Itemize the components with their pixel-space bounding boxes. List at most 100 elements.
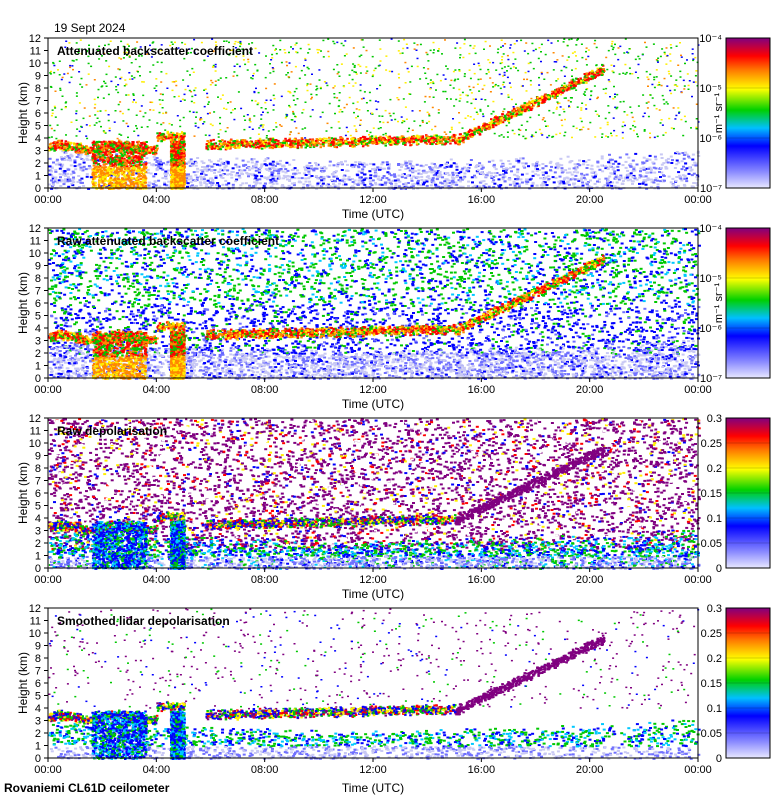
x-tick-label: 04:00 bbox=[143, 384, 171, 396]
footer-label: Rovaniemi CL61D ceilometer bbox=[4, 781, 170, 795]
colorbar-tick-label: 10⁻⁴ bbox=[699, 33, 722, 45]
x-tick-label: 00:00 bbox=[684, 384, 712, 396]
colorbar-tick-label: 0.25 bbox=[701, 438, 722, 450]
panel-title: Raw depolarisation bbox=[57, 424, 167, 438]
y-tick-label: 5 bbox=[35, 311, 41, 323]
panel-title: Attenuated backscatter coefficient bbox=[57, 44, 253, 58]
colorbar-label: m⁻¹ sr⁻¹ bbox=[713, 283, 725, 324]
y-tick-label: 10 bbox=[29, 58, 41, 70]
colorbar-tick-label: 0.2 bbox=[707, 653, 722, 665]
x-tick-label: 08:00 bbox=[251, 194, 279, 206]
y-tick-label: 12 bbox=[29, 223, 41, 235]
y-tick-label: 7 bbox=[35, 476, 41, 488]
y-tick-label: 3 bbox=[35, 526, 41, 538]
colorbar-tick-label: 10⁻⁶ bbox=[699, 133, 722, 145]
colorbar-tick-label: 0.05 bbox=[701, 538, 722, 550]
y-tick-label: 11 bbox=[30, 236, 41, 248]
x-tick-label: 00:00 bbox=[34, 384, 62, 396]
x-tick-label: 08:00 bbox=[251, 384, 279, 396]
colorbar-tick-label: 0.3 bbox=[707, 413, 722, 425]
y-tick-label: 6 bbox=[35, 488, 41, 500]
x-axis-label: Time (UTC) bbox=[342, 781, 404, 795]
y-tick-label: 8 bbox=[35, 463, 41, 475]
y-tick-label: 4 bbox=[35, 703, 41, 715]
y-axis-label: Height (km) bbox=[16, 82, 30, 144]
y-tick-label: 11 bbox=[30, 46, 41, 58]
y-tick-label: 6 bbox=[35, 108, 41, 120]
y-tick-label: 1 bbox=[35, 551, 41, 563]
x-tick-label: 00:00 bbox=[684, 194, 712, 206]
y-tick-label: 7 bbox=[35, 286, 41, 298]
y-tick-label: 5 bbox=[35, 691, 41, 703]
x-tick-label: 04:00 bbox=[143, 574, 171, 586]
y-tick-label: 12 bbox=[29, 603, 41, 615]
y-tick-label: 4 bbox=[35, 513, 41, 525]
y-axis-label: Height (km) bbox=[16, 462, 30, 524]
y-tick-label: 2 bbox=[35, 348, 41, 360]
y-tick-label: 3 bbox=[35, 336, 41, 348]
date-label: 19 Sept 2024 bbox=[54, 21, 126, 35]
y-tick-label: 6 bbox=[35, 678, 41, 690]
y-tick-label: 4 bbox=[35, 323, 41, 335]
y-tick-label: 1 bbox=[35, 361, 41, 373]
colorbar-tick-label: 0.1 bbox=[707, 703, 722, 715]
x-tick-label: 16:00 bbox=[468, 194, 496, 206]
x-ticks: 00:00 04:00 08:00 12:00 16:00 20:00 00:00 bbox=[34, 378, 712, 396]
y-tick-label: 11 bbox=[30, 616, 41, 628]
y-tick-label: 5 bbox=[35, 121, 41, 133]
colorbar-tick-label: 10⁻⁷ bbox=[700, 373, 722, 385]
y-tick-label: 2 bbox=[35, 538, 41, 550]
y-tick-label: 11 bbox=[30, 426, 41, 438]
y-tick-label: 9 bbox=[35, 71, 41, 83]
y-tick-label: 8 bbox=[35, 83, 41, 95]
colorbar-tick-label: 10⁻⁴ bbox=[699, 223, 722, 235]
x-tick-label: 12:00 bbox=[359, 764, 387, 776]
x-tick-label: 04:00 bbox=[143, 194, 171, 206]
y-tick-label: 10 bbox=[29, 628, 41, 640]
y-tick-label: 2 bbox=[35, 728, 41, 740]
y-tick-label: 7 bbox=[35, 666, 41, 678]
x-tick-label: 00:00 bbox=[34, 764, 62, 776]
x-tick-label: 12:00 bbox=[359, 194, 387, 206]
y-tick-label: 8 bbox=[35, 653, 41, 665]
colorbar-tick-label: 0 bbox=[716, 753, 722, 765]
colorbar-tick-label: 0.2 bbox=[707, 463, 722, 475]
x-tick-label: 12:00 bbox=[359, 384, 387, 396]
x-axis-label: Time (UTC) bbox=[342, 587, 404, 601]
x-tick-label: 16:00 bbox=[468, 574, 496, 586]
x-tick-label: 00:00 bbox=[684, 574, 712, 586]
colorbar-tick-label: 0.1 bbox=[707, 513, 722, 525]
colorbar-label: m⁻¹ sr⁻¹ bbox=[713, 93, 725, 134]
colorbar-tick-label: 0.05 bbox=[701, 728, 722, 740]
y-tick-label: 6 bbox=[35, 298, 41, 310]
x-tick-label: 00:00 bbox=[34, 574, 62, 586]
x-tick-label: 20:00 bbox=[576, 384, 604, 396]
y-tick-label: 3 bbox=[35, 716, 41, 728]
colorbar-tick-label: 10⁻⁷ bbox=[700, 183, 722, 195]
y-tick-label: 10 bbox=[29, 248, 41, 260]
x-tick-label: 00:00 bbox=[34, 194, 62, 206]
y-axis-label: Height (km) bbox=[16, 652, 30, 714]
y-tick-label: 9 bbox=[35, 451, 41, 463]
x-ticks: 00:00 04:00 08:00 12:00 16:00 20:00 00:00 bbox=[34, 568, 712, 586]
y-tick-label: 2 bbox=[35, 158, 41, 170]
colorbar-tick-label: 0.3 bbox=[707, 603, 722, 615]
x-axis-label: Time (UTC) bbox=[342, 397, 404, 411]
x-tick-label: 08:00 bbox=[251, 764, 279, 776]
colorbar bbox=[726, 38, 770, 188]
y-tick-label: 1 bbox=[35, 171, 41, 183]
colorbar-tick-label: 0 bbox=[716, 563, 722, 575]
panel-title: Raw attenuated backscatter coefficient bbox=[57, 234, 279, 248]
x-tick-label: 12:00 bbox=[359, 574, 387, 586]
x-ticks: 00:00 04:00 08:00 12:00 16:00 20:00 00:00 bbox=[34, 188, 712, 206]
x-tick-label: 20:00 bbox=[576, 574, 604, 586]
panel-title: Smoothed lidar depolarisation bbox=[57, 614, 230, 628]
